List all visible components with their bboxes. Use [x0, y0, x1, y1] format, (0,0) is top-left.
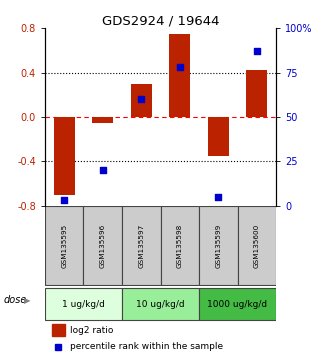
FancyBboxPatch shape — [83, 206, 122, 285]
Text: GSM135599: GSM135599 — [215, 224, 221, 268]
Bar — [246, 70, 267, 117]
Point — [177, 64, 182, 70]
Point — [216, 194, 221, 200]
Text: 1000 ug/kg/d: 1000 ug/kg/d — [207, 299, 268, 309]
FancyBboxPatch shape — [199, 206, 238, 285]
Bar — [208, 117, 229, 156]
Point — [139, 96, 144, 102]
Bar — [52, 324, 65, 336]
Bar — [131, 84, 152, 117]
FancyBboxPatch shape — [45, 288, 122, 320]
FancyBboxPatch shape — [160, 206, 199, 285]
Text: GSM135597: GSM135597 — [138, 224, 144, 268]
FancyBboxPatch shape — [45, 206, 83, 285]
FancyBboxPatch shape — [122, 206, 160, 285]
Bar — [54, 117, 75, 195]
Text: 1 ug/kg/d: 1 ug/kg/d — [62, 299, 105, 309]
Text: GSM135596: GSM135596 — [100, 224, 106, 268]
Point — [62, 198, 67, 203]
Text: GSM135598: GSM135598 — [177, 224, 183, 268]
Title: GDS2924 / 19644: GDS2924 / 19644 — [102, 14, 219, 27]
FancyBboxPatch shape — [199, 288, 276, 320]
Text: 10 ug/kg/d: 10 ug/kg/d — [136, 299, 185, 309]
Bar — [169, 34, 190, 117]
Text: ▶: ▶ — [24, 296, 30, 305]
Text: GSM135595: GSM135595 — [61, 224, 67, 268]
Point — [254, 48, 259, 54]
Point — [100, 167, 105, 173]
FancyBboxPatch shape — [122, 288, 199, 320]
FancyBboxPatch shape — [238, 206, 276, 285]
Text: percentile rank within the sample: percentile rank within the sample — [70, 342, 223, 352]
Bar — [92, 117, 113, 122]
Text: dose: dose — [3, 296, 27, 306]
Text: log2 ratio: log2 ratio — [70, 326, 114, 335]
Text: GSM135600: GSM135600 — [254, 224, 260, 268]
